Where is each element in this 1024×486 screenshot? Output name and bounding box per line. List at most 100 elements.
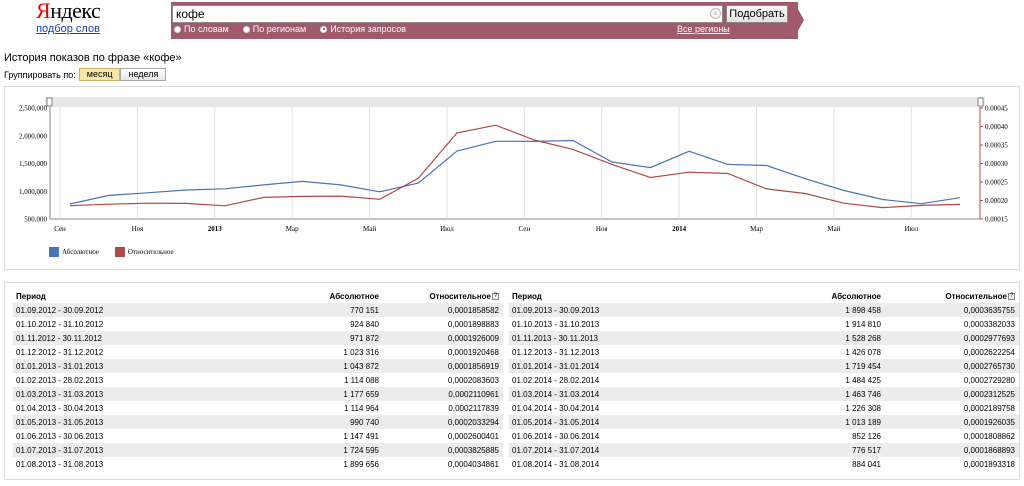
series-line-absolute — [69, 139, 961, 205]
absolute-cell: 1 484 425 — [845, 375, 881, 385]
table-row: 01.08.2013 - 31.08.2013 1 899 656 0,000403… — [13, 457, 503, 471]
absolute-cell: 1 226 308 — [845, 403, 881, 413]
period-cell: 01.12.2012 - 31.12.2012 — [16, 347, 104, 357]
absolute-cell: 1 114 964 — [344, 403, 379, 413]
relative-header: Относительное? — [429, 291, 499, 301]
absolute-cell: 776 517 — [852, 445, 881, 455]
all-regions-link[interactable]: Все регионы — [677, 24, 730, 34]
absolute-cell: 1 147 491 — [343, 431, 379, 441]
table-row: 01.07.2014 - 31.07.2014 776 517 0,00018688… — [509, 443, 1019, 457]
y-right-tick-label: 0.00025 — [985, 179, 1008, 187]
table-row: 01.12.2013 - 31.12.2013 1 426 078 0,000262… — [509, 345, 1019, 359]
absolute-cell: 1 724 595 — [343, 445, 379, 455]
legend-item-relative[interactable]: Относительное — [114, 247, 174, 257]
help-icon[interactable]: ? — [492, 292, 499, 300]
mode-history[interactable]: История запросов — [320, 24, 406, 34]
period-cell: 01.09.2013 - 30.09.2013 — [512, 305, 600, 315]
radio-icon[interactable] — [242, 25, 250, 33]
table-row: 01.10.2012 - 31.10.2012 924 840 0,00018988… — [13, 317, 503, 331]
period-cell: 01.07.2013 - 31.07.2013 — [16, 445, 104, 455]
absolute-cell: 1 899 656 — [343, 459, 379, 469]
group-month-button[interactable]: месяц — [78, 68, 121, 81]
period-cell: 01.11.2013 - 30.11.2013 — [512, 333, 598, 343]
table-row: 01.03.2014 - 31.03.2014 1 463 746 0,000231… — [509, 387, 1019, 401]
period-cell: 01.02.2013 - 28.02.2013 — [16, 375, 104, 385]
history-table-right: Период Абсолютное Относительное? 01.09.2… — [509, 289, 1019, 471]
x-tick-label: 2014 — [672, 225, 687, 233]
period-cell: 01.04.2013 - 30.04.2013 — [16, 403, 104, 413]
relative-cell: 0,0003635755 — [963, 305, 1015, 315]
table-row: 01.09.2012 - 30.09.2012 770 151 0,00018585… — [13, 303, 503, 317]
legend-item-absolute[interactable]: Абсолютное — [49, 247, 99, 257]
period-cell: 01.11.2012 - 30.11.2012 — [16, 333, 102, 343]
yandex-logo[interactable]: Яндекс подбор слов — [36, 0, 101, 35]
search-input[interactable]: кофе — [172, 5, 723, 23]
absolute-cell: 924 840 — [350, 319, 379, 329]
y-left-tick-label: 2,000,000 — [19, 132, 48, 140]
relative-header: Относительное? — [945, 291, 1015, 301]
relative-cell: 0,0002622254 — [963, 347, 1015, 357]
radio-icon[interactable] — [174, 25, 181, 33]
absolute-header: Абсолютное — [831, 291, 881, 301]
legend-swatch — [114, 247, 125, 257]
x-tick-label: Июл — [440, 225, 454, 233]
relative-cell: 0,0002600401 — [447, 431, 499, 441]
grouping-control: Группировать по: месяц неделя — [4, 68, 167, 81]
table-header: Период Абсолютное Относительное? — [13, 289, 503, 303]
period-cell: 01.10.2013 - 31.10.2013 — [512, 319, 600, 329]
period-cell: 01.09.2012 - 30.09.2012 — [16, 305, 104, 315]
x-tick-label: Ноя — [132, 225, 144, 233]
table-row: 01.07.2013 - 31.07.2013 1 724 595 0,000382… — [13, 443, 503, 457]
y-right-tick-label: 0.00030 — [985, 160, 1008, 168]
x-tick-label: Май — [827, 225, 840, 233]
y-right-tick-label: 0.00020 — [985, 197, 1008, 205]
table-row: 01.04.2013 - 30.04.2013 1 114 964 0,000211… — [13, 401, 503, 415]
relative-cell: 0,0001856919 — [447, 361, 499, 371]
period-cell: 01.01.2014 - 31.01.2014 — [512, 361, 600, 371]
y-left-tick-label: 500,000 — [24, 216, 47, 224]
search-band-arrow — [794, 2, 804, 38]
x-tick-label: Июл — [904, 225, 918, 233]
relative-cell: 0,0001898883 — [447, 319, 499, 329]
y-right-tick-label: 0.00035 — [985, 142, 1008, 150]
mode-by-regions[interactable]: По регионам — [242, 24, 306, 34]
data-table-panel: Период Абсолютное Относительное? 01.09.2… — [4, 282, 1020, 480]
relative-cell: 0,0002189758 — [963, 403, 1015, 413]
table-header: Период Абсолютное Относительное? — [509, 289, 1019, 303]
table-row: 01.09.2013 - 30.09.2013 1 898 458 0,000363… — [509, 303, 1019, 317]
period-cell: 01.04.2014 - 30.04.2014 — [512, 403, 600, 413]
absolute-cell: 770 151 — [350, 305, 379, 315]
absolute-cell: 1 528 268 — [845, 333, 881, 343]
relative-cell: 0,0003382033 — [963, 319, 1015, 329]
table-row: 01.11.2013 - 30.11.2013 1 528 268 0,000297… — [509, 331, 1019, 345]
table-row: 01.11.2012 - 30.11.2012 971 872 0,00019260… — [13, 331, 503, 345]
group-week-button[interactable]: неделя — [120, 68, 167, 81]
wordstat-link[interactable]: подбор слов — [36, 23, 100, 35]
absolute-cell: 1 898 458 — [845, 305, 881, 315]
period-cell: 01.06.2013 - 30.06.2013 — [16, 431, 104, 441]
search-button[interactable]: Подобрать — [726, 5, 788, 23]
period-cell: 01.07.2014 - 31.07.2014 — [512, 445, 600, 455]
x-tick-label: 2013 — [208, 225, 223, 233]
absolute-cell: 884 041 — [852, 459, 881, 469]
table-row: 01.01.2013 - 31.01.2013 1 043 872 0,000185… — [13, 359, 503, 373]
y-left-tick-label: 1,000,000 — [19, 188, 48, 196]
absolute-header: Абсолютное — [329, 291, 379, 301]
x-tick-label: Сен — [519, 225, 531, 233]
absolute-cell: 1 463 746 — [845, 389, 881, 399]
table-row: 01.12.2012 - 31.12.2012 1 023 316 0,000192… — [13, 345, 503, 359]
table-row: 01.05.2013 - 31.05.2013 990 740 0,00020332… — [13, 415, 503, 429]
period-cell: 01.06.2014 - 30.06.2014 — [512, 431, 600, 441]
mode-by-words[interactable]: По словам — [174, 24, 229, 34]
period-cell: 01.05.2014 - 31.05.2014 — [512, 417, 600, 427]
radio-selected-icon[interactable] — [320, 25, 328, 33]
clear-icon[interactable]: × — [710, 8, 721, 19]
table-row: 01.10.2013 - 31.10.2013 1 914 810 0,000338… — [509, 317, 1019, 331]
page-title: История показов по фразе «кофе» — [4, 52, 182, 64]
period-cell: 01.03.2014 - 31.03.2014 — [512, 389, 600, 399]
help-icon[interactable]: ? — [1008, 292, 1015, 300]
period-cell: 01.01.2013 - 31.01.2013 — [16, 361, 104, 371]
x-tick-label: Сен — [54, 225, 66, 233]
relative-cell: 0,0002083603 — [447, 375, 499, 385]
relative-cell: 0,0002977693 — [963, 333, 1015, 343]
